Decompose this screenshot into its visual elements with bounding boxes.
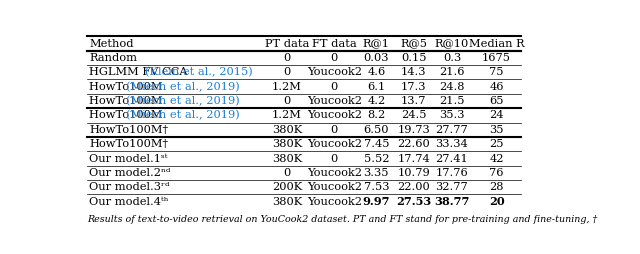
Text: 19.73: 19.73 xyxy=(397,125,430,135)
Text: Random: Random xyxy=(90,53,138,63)
Text: Our model.4ᵗʰ: Our model.4ᵗʰ xyxy=(90,197,169,207)
Text: Method: Method xyxy=(90,39,134,49)
Text: 22.60: 22.60 xyxy=(397,139,430,149)
Text: 0: 0 xyxy=(331,82,338,92)
Text: 6.50: 6.50 xyxy=(364,125,389,135)
Text: (Miech et al., 2019): (Miech et al., 2019) xyxy=(125,82,239,92)
Text: 32.77: 32.77 xyxy=(436,182,468,192)
Text: 9.97: 9.97 xyxy=(363,196,390,207)
Text: 8.2: 8.2 xyxy=(367,110,385,120)
Text: 20: 20 xyxy=(489,196,504,207)
Text: 7.53: 7.53 xyxy=(364,182,389,192)
Text: Our model.3ʳᵈ: Our model.3ʳᵈ xyxy=(90,182,170,192)
Text: 4.2: 4.2 xyxy=(367,96,385,106)
Text: PT data: PT data xyxy=(265,39,309,49)
Text: 0.15: 0.15 xyxy=(401,53,426,63)
Text: Youcook2: Youcook2 xyxy=(307,197,362,207)
Text: Youcook2: Youcook2 xyxy=(307,96,362,106)
Text: 42: 42 xyxy=(490,153,504,164)
Text: 0: 0 xyxy=(284,53,291,63)
Text: 1675: 1675 xyxy=(482,53,511,63)
Text: Youcook2: Youcook2 xyxy=(307,168,362,178)
Text: 200K: 200K xyxy=(272,182,302,192)
Text: 27.53: 27.53 xyxy=(396,196,431,207)
Text: 28: 28 xyxy=(490,182,504,192)
Text: HowTo100M†: HowTo100M† xyxy=(90,139,168,149)
Text: Our model.2ⁿᵈ: Our model.2ⁿᵈ xyxy=(90,168,171,178)
Text: 35: 35 xyxy=(490,125,504,135)
Text: 3.35: 3.35 xyxy=(364,168,389,178)
Text: 0.03: 0.03 xyxy=(364,53,389,63)
Text: 33.34: 33.34 xyxy=(436,139,468,149)
Text: 76: 76 xyxy=(490,168,504,178)
Text: 65: 65 xyxy=(490,96,504,106)
Text: 24: 24 xyxy=(490,110,504,120)
Text: 38.77: 38.77 xyxy=(435,196,470,207)
Text: 5.52: 5.52 xyxy=(364,153,389,164)
Text: (Miech et al., 2019): (Miech et al., 2019) xyxy=(125,110,239,121)
Text: HowTo100M: HowTo100M xyxy=(90,82,166,92)
Text: 4.6: 4.6 xyxy=(367,67,385,77)
Text: 75: 75 xyxy=(490,67,504,77)
Text: 17.74: 17.74 xyxy=(397,153,430,164)
Text: HowTo100M: HowTo100M xyxy=(90,110,166,120)
Text: R@10: R@10 xyxy=(435,39,469,49)
Text: Results of text-to-video retrieval on YouCook2 dataset. PT and FT stand for pre-: Results of text-to-video retrieval on Yo… xyxy=(88,215,598,224)
Text: Youcook2: Youcook2 xyxy=(307,67,362,77)
Text: Youcook2: Youcook2 xyxy=(307,110,362,120)
Text: 0: 0 xyxy=(331,153,338,164)
Text: 27.41: 27.41 xyxy=(436,153,468,164)
Text: 0: 0 xyxy=(331,53,338,63)
Text: Median R: Median R xyxy=(469,39,524,49)
Text: 6.1: 6.1 xyxy=(367,82,385,92)
Text: 1.2M: 1.2M xyxy=(272,110,302,120)
Text: (Klein et al., 2015): (Klein et al., 2015) xyxy=(145,67,253,77)
Text: 24.8: 24.8 xyxy=(439,82,465,92)
Text: 10.79: 10.79 xyxy=(397,168,430,178)
Text: R@5: R@5 xyxy=(400,39,427,49)
Text: 380K: 380K xyxy=(272,125,302,135)
Text: 7.45: 7.45 xyxy=(364,139,389,149)
Text: Youcook2: Youcook2 xyxy=(307,182,362,192)
Text: 22.00: 22.00 xyxy=(397,182,430,192)
Text: 13.7: 13.7 xyxy=(401,96,426,106)
Text: 0.3: 0.3 xyxy=(443,53,461,63)
Text: 1.2M: 1.2M xyxy=(272,82,302,92)
Text: 14.3: 14.3 xyxy=(401,67,426,77)
Text: FT data: FT data xyxy=(312,39,356,49)
Text: 46: 46 xyxy=(490,82,504,92)
Text: 35.3: 35.3 xyxy=(439,110,465,120)
Text: (Miech et al., 2019): (Miech et al., 2019) xyxy=(125,96,239,106)
Text: HowTo100M†: HowTo100M† xyxy=(90,125,168,135)
Text: R@1: R@1 xyxy=(363,39,390,49)
Text: Youcook2: Youcook2 xyxy=(307,139,362,149)
Text: 24.5: 24.5 xyxy=(401,110,426,120)
Text: 25: 25 xyxy=(490,139,504,149)
Text: HowTo100M: HowTo100M xyxy=(90,96,166,106)
Text: 380K: 380K xyxy=(272,139,302,149)
Text: 0: 0 xyxy=(284,96,291,106)
Text: 380K: 380K xyxy=(272,197,302,207)
Text: 17.3: 17.3 xyxy=(401,82,426,92)
Text: Our model.1ˢᵗ: Our model.1ˢᵗ xyxy=(90,153,168,164)
Text: 380K: 380K xyxy=(272,153,302,164)
Text: 27.77: 27.77 xyxy=(436,125,468,135)
Text: 17.76: 17.76 xyxy=(436,168,468,178)
Text: 21.5: 21.5 xyxy=(439,96,465,106)
Text: 21.6: 21.6 xyxy=(439,67,465,77)
Text: 0: 0 xyxy=(331,125,338,135)
Text: 0: 0 xyxy=(284,168,291,178)
Text: 0: 0 xyxy=(284,67,291,77)
Text: HGLMM FV CCA: HGLMM FV CCA xyxy=(90,67,191,77)
